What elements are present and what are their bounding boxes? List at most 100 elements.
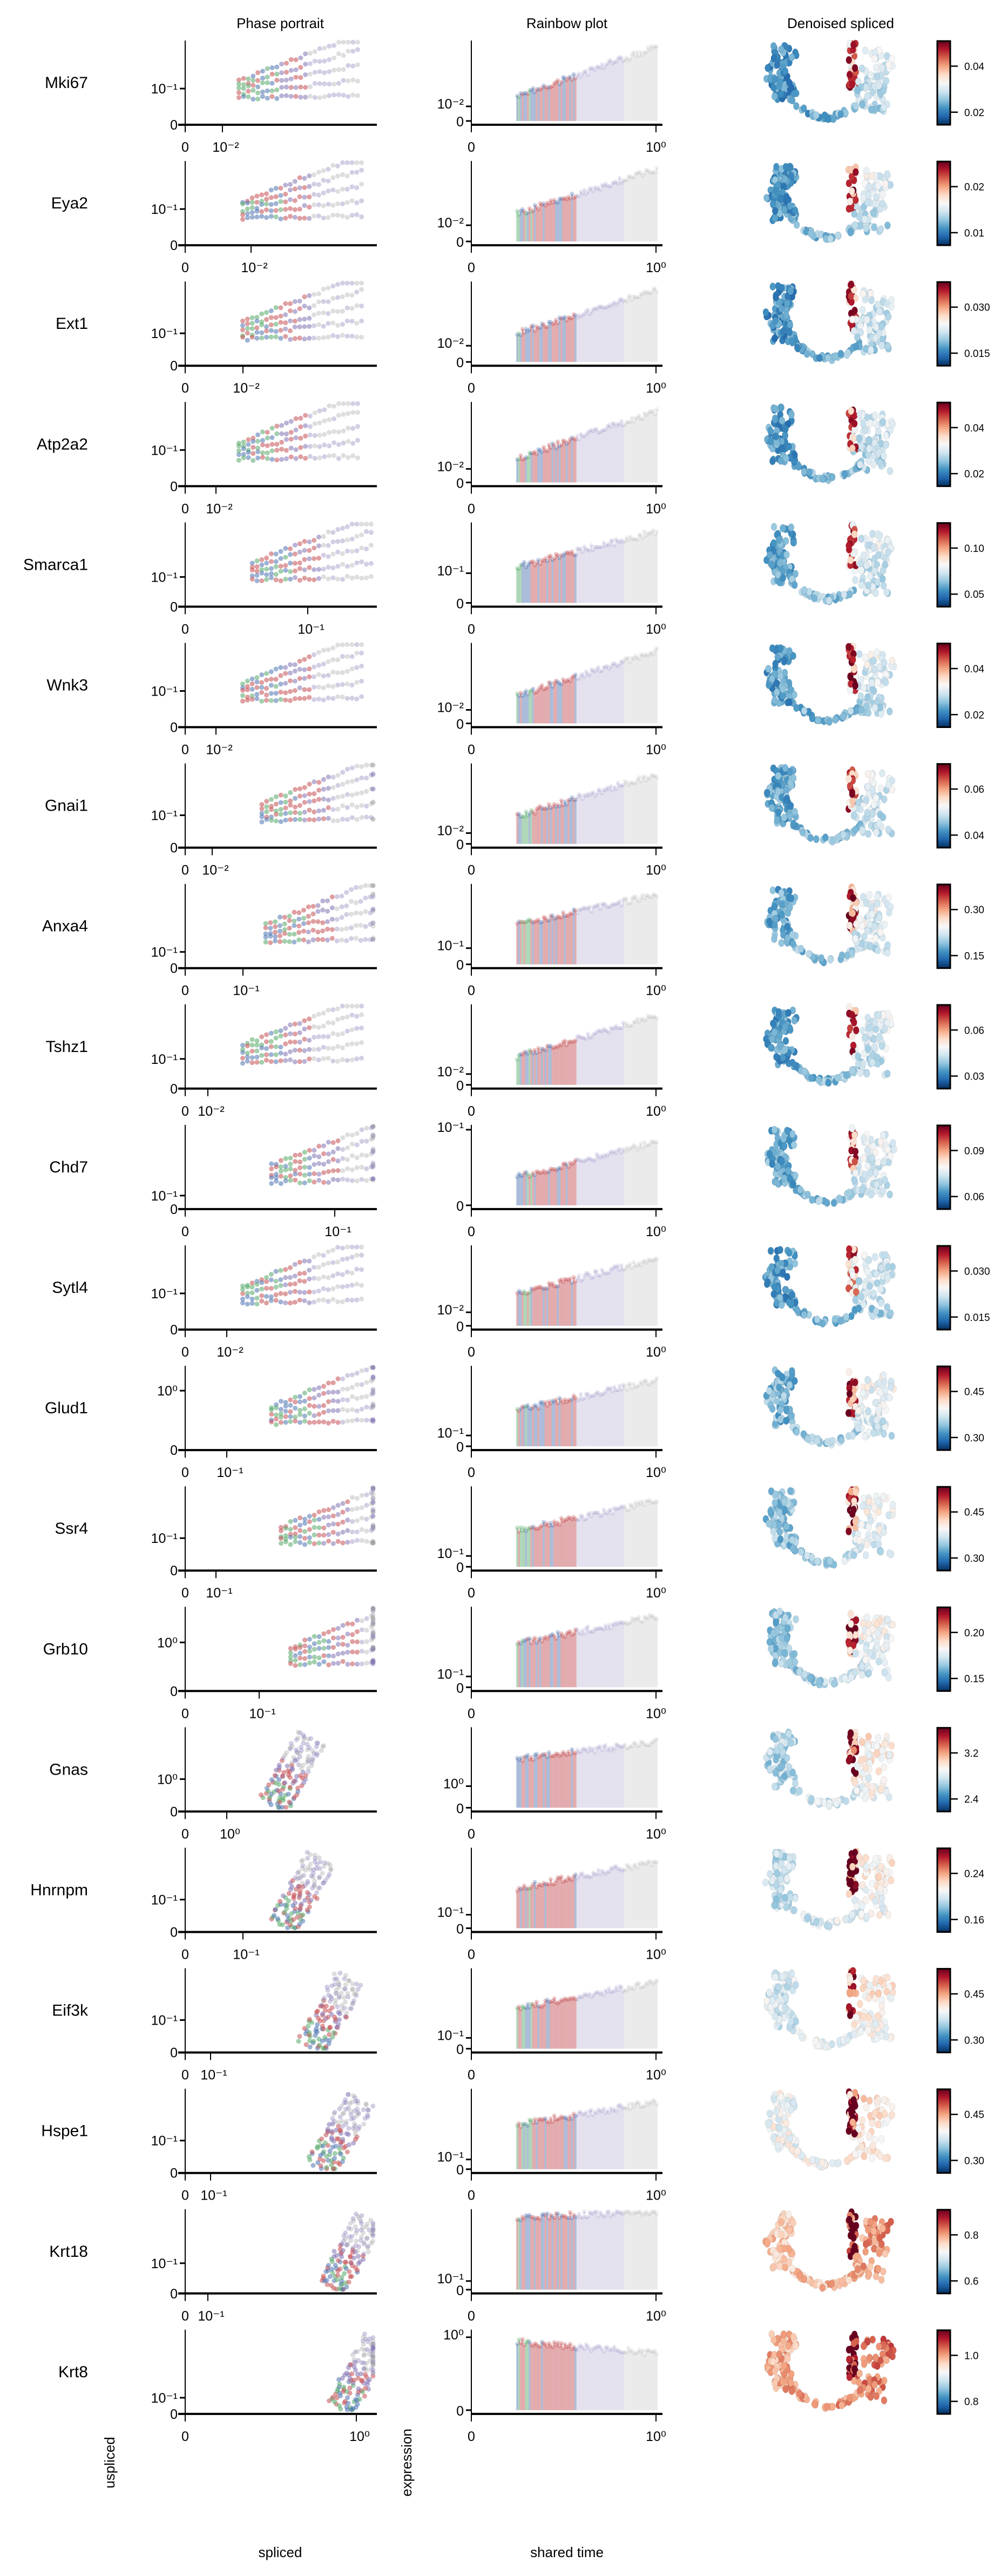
- phase-point: [344, 292, 350, 298]
- umap-point: [868, 296, 875, 305]
- phase-point: [240, 687, 245, 693]
- umap-point: [863, 561, 870, 570]
- rainbow-point: [637, 170, 641, 174]
- phase-point: [246, 94, 251, 99]
- phase-portrait: 010⁻¹0 10⁻²: [151, 280, 377, 396]
- phase-point: [359, 663, 364, 669]
- umap-point: [863, 702, 870, 711]
- colorbar-tick-label: 0.01: [964, 228, 984, 239]
- phase-point: [236, 90, 241, 95]
- rainbow-point: [538, 201, 543, 206]
- phase-point: [350, 426, 356, 431]
- phase-point: [273, 1044, 279, 1049]
- phase-point: [326, 166, 331, 172]
- umap-point: [849, 80, 856, 89]
- umap-point: [794, 343, 801, 352]
- phase-point: [349, 280, 355, 286]
- umap-point: [849, 790, 856, 798]
- umap-point: [763, 193, 770, 202]
- phase-point: [269, 818, 274, 823]
- phase-point: [240, 318, 245, 323]
- umap-point: [780, 574, 787, 582]
- umap-point: [864, 198, 871, 207]
- umap-point: [884, 1069, 891, 1078]
- phase-point: [340, 577, 346, 582]
- phase-point: [321, 1034, 326, 1039]
- rainbow-point: [635, 50, 640, 55]
- umap-point: [878, 1042, 885, 1050]
- umap-point: [858, 922, 865, 930]
- phase-point: [273, 677, 279, 682]
- phase-point: [344, 173, 350, 179]
- umap-point: [776, 558, 783, 567]
- phase-point: [268, 691, 274, 696]
- phase-point: [363, 909, 368, 914]
- umap-point: [868, 105, 875, 114]
- phase-y-tick-label: 0: [170, 359, 178, 374]
- phase-point: [259, 1053, 265, 1058]
- phase-point: [297, 560, 302, 565]
- umap-point: [871, 1019, 878, 1027]
- phase-point: [283, 818, 288, 823]
- umap-point: [846, 70, 853, 79]
- phase-point: [307, 687, 312, 692]
- phase-point: [283, 563, 288, 568]
- phase-point: [327, 69, 332, 75]
- phase-point: [354, 320, 360, 326]
- phase-point: [296, 910, 302, 915]
- phase-point: [297, 549, 302, 555]
- phase-point: [327, 430, 332, 435]
- phase-point: [368, 530, 374, 535]
- rainbow-point: [515, 93, 519, 98]
- phase-point: [274, 423, 280, 429]
- phase-point: [341, 92, 346, 98]
- phase-point: [317, 420, 322, 426]
- umap-point: [855, 1052, 862, 1061]
- rainbow-point: [520, 207, 525, 212]
- umap-point: [864, 770, 871, 778]
- phase-point: [246, 437, 251, 442]
- phase-point: [306, 939, 311, 945]
- umap-point: [871, 412, 878, 420]
- rainbow-point: [524, 211, 529, 216]
- phase-x-tick-label: 10⁻¹: [297, 622, 324, 637]
- phase-point: [278, 812, 283, 817]
- phase-point: [245, 1058, 250, 1064]
- rainbow-point: [612, 180, 617, 185]
- rainbow-point: [578, 75, 583, 79]
- phase-point: [303, 433, 308, 439]
- rainbow-point: [596, 185, 601, 190]
- phase-point: [353, 923, 359, 928]
- phase-point: [363, 924, 368, 929]
- phase-point: [249, 1060, 255, 1066]
- umap-point: [813, 111, 820, 119]
- umap-point: [777, 90, 784, 99]
- phase-point: [312, 213, 317, 219]
- umap-point: [876, 819, 883, 827]
- phase-point: [273, 938, 278, 943]
- phase-point: [370, 799, 376, 805]
- phase-point: [329, 927, 335, 932]
- phase-point: [330, 163, 336, 168]
- rainbow-point: [564, 78, 569, 83]
- phase-x-tick-label: 10⁻²: [206, 501, 232, 516]
- phase-point: [306, 904, 311, 909]
- phase-point: [354, 696, 360, 702]
- phase-point: [316, 202, 321, 207]
- phase-point: [335, 212, 341, 218]
- phase-point: [273, 305, 279, 311]
- phase-point: [302, 304, 307, 309]
- phase-point: [340, 525, 346, 531]
- phase-point: [249, 326, 255, 331]
- phase-point: [259, 335, 265, 341]
- phase-point: [336, 92, 341, 97]
- phase-portrait: 010⁻¹0 10⁻¹: [151, 1124, 377, 1239]
- rainbow-point: [633, 53, 638, 58]
- phase-point: [321, 648, 326, 653]
- phase-point: [350, 39, 356, 45]
- phase-point: [330, 308, 336, 314]
- phase-point: [346, 63, 351, 68]
